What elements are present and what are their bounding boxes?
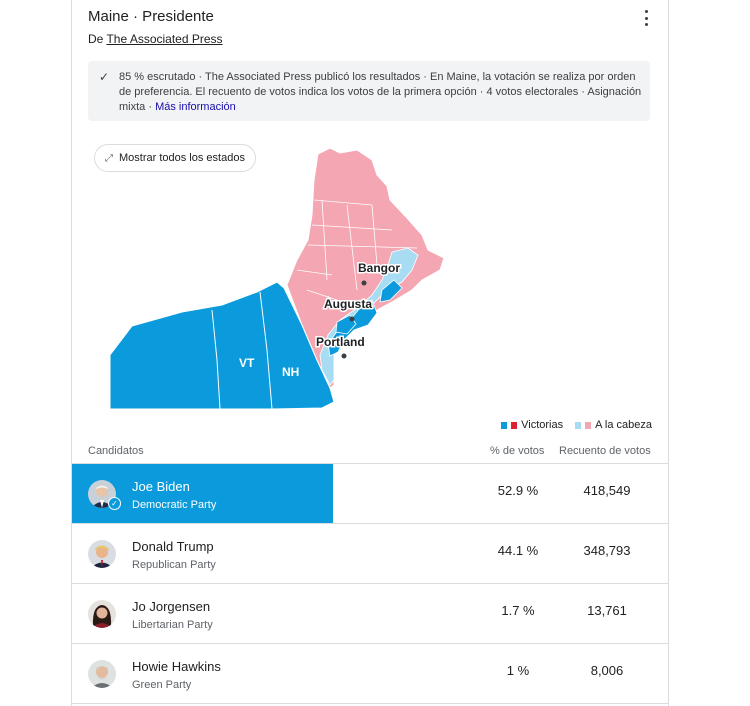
- legend-leading-blue-swatch: [575, 421, 582, 429]
- vote-count: 8,006: [590, 663, 624, 678]
- nh-border-line: [259, 291, 273, 410]
- avatar: [88, 600, 116, 628]
- candidate-party: Libertarian Party: [132, 619, 213, 631]
- vote-pct: 52.9 %: [497, 483, 539, 498]
- state-map[interactable]: Bangor Augusta Portland VT NH: [72, 130, 668, 415]
- table-row[interactable]: Jo Jorgensen Libertarian Party 1.7 % 13,…: [72, 584, 668, 644]
- candidate-party: Green Party: [132, 679, 192, 691]
- election-results-card: Maine · Presidente De The Associated Pre…: [71, 0, 669, 706]
- show-all-states-button[interactable]: ⤢ Mostrar todos los estados: [94, 144, 256, 172]
- source-line: De The Associated Press: [88, 32, 223, 46]
- source-link[interactable]: The Associated Press: [106, 32, 223, 46]
- map-region-coast-won-2: [379, 279, 403, 303]
- augusta-label: Augusta: [324, 297, 372, 311]
- more-options-icon[interactable]: [640, 10, 652, 26]
- table-row[interactable]: Howie Hawkins Green Party 1 % 8,006: [72, 644, 668, 704]
- avatar: [88, 660, 116, 688]
- legend-won-label: Victorias: [521, 419, 564, 431]
- col-count: Recuento de votos: [559, 445, 651, 457]
- avatar: [88, 540, 116, 568]
- map-legend: Victorias A la cabeza: [501, 419, 652, 431]
- winner-check-icon: ✓: [108, 497, 121, 510]
- vote-pct: 1 %: [506, 663, 530, 678]
- more-info-link[interactable]: Más información: [155, 101, 236, 113]
- vote-count: 13,761: [587, 603, 627, 618]
- bangor-marker: [361, 280, 367, 286]
- nh-label: NH: [282, 365, 299, 379]
- map-region-maine: [286, 147, 445, 389]
- portland-label: Portland: [316, 335, 365, 349]
- vote-count: 418,549: [583, 483, 631, 498]
- candidate-name: Jo Jorgensen: [132, 599, 211, 614]
- augusta-marker: [349, 316, 355, 322]
- table-row[interactable]: ✓ Joe Biden Democratic Party 52.9 % 418,…: [72, 464, 668, 524]
- legend-leading-red-swatch: [585, 421, 592, 429]
- legend-leading-label: A la cabeza: [595, 419, 652, 431]
- candidate-name: Howie Hawkins: [132, 659, 221, 674]
- candidate-party: Republican Party: [132, 559, 216, 571]
- legend-won-blue-swatch: [501, 421, 508, 429]
- col-pct: % de votos: [490, 445, 545, 457]
- vote-pct: 44.1 %: [497, 543, 539, 558]
- expand-icon: ⤢: [105, 152, 113, 164]
- vt-border-line: [211, 309, 221, 410]
- source-prefix: De: [88, 32, 104, 46]
- vote-count: 348,793: [583, 543, 631, 558]
- maine-county-lines: [296, 199, 418, 301]
- table-row[interactable]: Donald Trump Republican Party 44.1 % 348…: [72, 524, 668, 584]
- candidate-name: Donald Trump: [132, 539, 214, 554]
- results-notice: ✓ 85 % escrutado · The Associated Press …: [88, 61, 650, 121]
- vt-label: VT: [239, 356, 255, 370]
- legend-won-red-swatch: [511, 421, 518, 429]
- candidate-name: Joe Biden: [132, 479, 190, 494]
- page-title: Maine · Presidente: [88, 8, 214, 25]
- col-candidates: Candidatos: [88, 445, 144, 457]
- notice-body: 85 % escrutado · The Associated Press pu…: [119, 71, 642, 113]
- vote-pct: 1.7 %: [501, 603, 535, 618]
- check-icon: ✓: [99, 70, 110, 84]
- bangor-label: Bangor: [358, 261, 400, 275]
- show-all-label: Mostrar todos los estados: [119, 152, 245, 164]
- portland-marker: [341, 353, 347, 359]
- table-header: Candidatos % de votos Recuento de votos: [72, 439, 668, 464]
- candidate-party: Democratic Party: [132, 499, 217, 511]
- notice-text: 85 % escrutado · The Associated Press pu…: [119, 70, 643, 115]
